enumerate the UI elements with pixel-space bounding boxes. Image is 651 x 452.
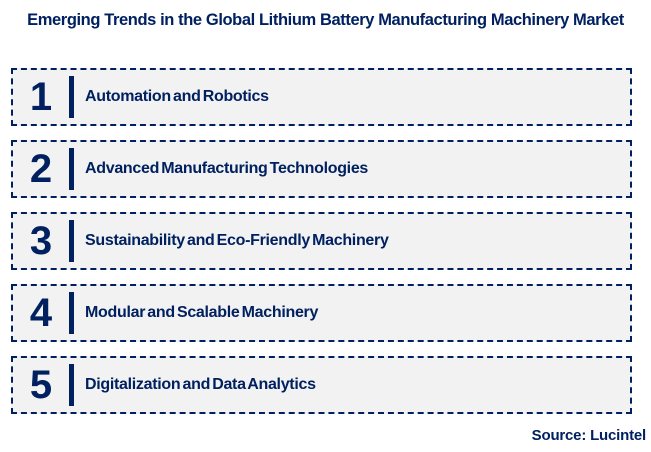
trend-number-divider (69, 292, 74, 334)
trend-number-divider (69, 76, 74, 118)
trend-row: 1 Automation and Robotics (11, 68, 632, 126)
trend-number: 4 (29, 291, 53, 335)
trend-number-divider (69, 364, 74, 406)
trend-list: 1 Automation and Robotics 2 Advanced Man… (11, 68, 632, 414)
trend-label: Modular and Scalable Machinery (85, 304, 319, 321)
trend-number-divider (69, 220, 74, 262)
trend-label: Advanced Manufacturing Technologies (85, 160, 369, 177)
page-title: Emerging Trends in the Global Lithium Ba… (27, 11, 624, 29)
trend-number-divider (69, 148, 74, 190)
trend-number: 3 (29, 219, 53, 263)
trend-label: Sustainability and Eco-Friendly Machiner… (85, 232, 389, 249)
trend-number: 1 (29, 75, 53, 119)
trend-row: 2 Advanced Manufacturing Technologies (11, 140, 632, 198)
trend-row: 5 Digitalization and Data Analytics (11, 356, 632, 414)
trend-label: Digitalization and Data Analytics (85, 376, 316, 393)
trend-number: 5 (29, 363, 53, 407)
trend-row: 4 Modular and Scalable Machinery (11, 284, 632, 342)
source-text: Source: Lucintel (531, 427, 647, 444)
trend-row: 3 Sustainability and Eco-Friendly Machin… (11, 212, 632, 270)
trend-number: 2 (29, 147, 53, 191)
trend-label: Automation and Robotics (85, 88, 269, 105)
